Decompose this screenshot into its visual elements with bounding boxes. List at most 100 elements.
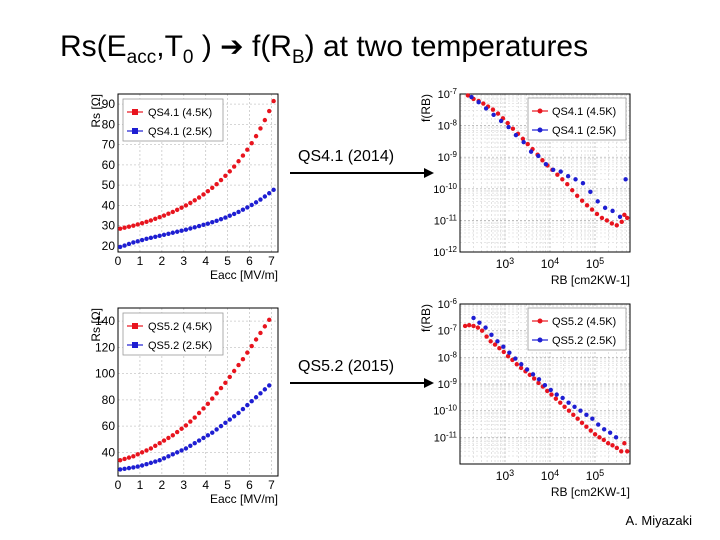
tick-label-base: 10 [586, 257, 600, 271]
data-point [236, 410, 241, 416]
data-point [139, 463, 145, 468]
data-point [613, 435, 619, 440]
data-point [192, 198, 197, 203]
data-point [609, 221, 615, 226]
data-point [214, 391, 219, 396]
data-point [558, 400, 563, 405]
data-point [157, 458, 162, 463]
data-point [179, 205, 184, 210]
data-point [267, 108, 272, 114]
data-point [483, 325, 488, 330]
tick-label-exponent: 3 [509, 256, 514, 266]
tick-label-exponent: -7 [450, 88, 458, 96]
data-point [617, 214, 623, 219]
y-tick-label: 140 [95, 314, 115, 328]
author-credit: A. Miyazaki [625, 513, 692, 528]
x-tick-label: 7 [268, 254, 275, 268]
x-tick-label: 4 [202, 254, 209, 268]
slide-title: Rs(Eacc,T0 ) ➔ f(RB) at two temperatures [60, 30, 720, 69]
tick-label-exponent: -12 [445, 245, 457, 254]
data-point [262, 387, 268, 392]
tick-label-exponent: -8 [450, 350, 458, 359]
tick-label-base: 10 [433, 406, 445, 418]
data-point [218, 216, 224, 222]
data-point [262, 194, 268, 199]
data-point [183, 446, 189, 451]
x-tick-label: 2 [158, 254, 165, 268]
data-point [527, 372, 533, 378]
data-point [153, 216, 158, 221]
data-point [192, 225, 197, 230]
data-point [589, 207, 595, 212]
data-point [601, 427, 607, 432]
data-point [578, 408, 583, 413]
tick-label-base: 10 [496, 257, 510, 271]
data-point [465, 93, 471, 98]
data-point [240, 406, 246, 412]
legend-label: QS4.1 (4.5K) [552, 106, 616, 118]
x-axis-title: RB [cm2KW-1] [551, 273, 630, 287]
data-point [579, 420, 585, 426]
data-point [201, 406, 206, 411]
data-point [214, 218, 219, 224]
data-point [240, 153, 246, 158]
legend-marker [537, 337, 543, 343]
data-point [595, 199, 600, 204]
plot-frame [117, 307, 279, 477]
data-point [210, 185, 215, 190]
data-point [249, 343, 254, 349]
annotation-qs52: QS5.2 (2015) [298, 358, 395, 375]
data-point [210, 396, 215, 401]
data-point [262, 324, 268, 329]
data-point [267, 317, 272, 323]
data-point [519, 362, 524, 367]
data-point [518, 365, 524, 371]
tick-label: 103 [496, 256, 514, 271]
data-point [153, 443, 158, 449]
legend-marker [132, 109, 138, 115]
data-point [490, 107, 496, 112]
data-point [590, 416, 595, 421]
x-tick-label: 5 [224, 478, 231, 492]
data-point [253, 200, 259, 205]
data-point [135, 239, 140, 244]
data-point [231, 164, 237, 169]
data-point [536, 153, 541, 159]
data-point [240, 207, 246, 212]
data-point [192, 440, 197, 446]
data-point [166, 211, 171, 216]
data-point [605, 441, 611, 446]
data-point [542, 383, 548, 388]
tick-label-base: 10 [541, 257, 555, 271]
data-point [188, 226, 193, 231]
data-point [495, 339, 500, 344]
data-point [201, 222, 206, 228]
data-point [607, 430, 613, 435]
data-point [144, 219, 149, 225]
data-point [548, 387, 553, 393]
legend-box [122, 98, 224, 142]
y-tick-label: 60 [102, 419, 116, 433]
data-point [524, 367, 530, 372]
data-point [245, 147, 250, 152]
data-point [231, 211, 237, 217]
data-point [148, 460, 154, 466]
data-point [126, 241, 132, 247]
rs-chart-qs52: 0 1 2 3 4 5 6 7 40 60 80 100 120 140 QS5.2 (4.5K) QS5.2… [88, 300, 283, 512]
tick-label: 10-8 [438, 119, 458, 133]
data-point [126, 455, 132, 460]
data-point [179, 426, 184, 431]
legend-box [527, 97, 627, 141]
tick-label-base: 10 [438, 89, 450, 101]
data-point [483, 106, 489, 111]
data-point [562, 404, 567, 409]
data-point [572, 404, 577, 409]
data-point [218, 385, 224, 391]
tick-label: 10-9 [438, 377, 458, 391]
tick-label-base: 10 [541, 469, 555, 483]
tick-label-exponent: -11 [446, 430, 458, 439]
data-point [170, 230, 175, 235]
data-point [622, 441, 627, 446]
data-point [122, 466, 127, 471]
data-point [122, 225, 127, 230]
